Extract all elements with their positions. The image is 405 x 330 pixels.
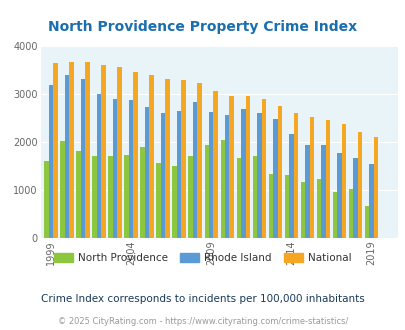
Bar bbox=[117, 68, 121, 238]
Bar bbox=[261, 99, 265, 238]
Bar bbox=[241, 109, 245, 238]
Text: North Providence Property Crime Index: North Providence Property Crime Index bbox=[48, 20, 357, 34]
Bar bbox=[101, 65, 106, 238]
Bar bbox=[108, 156, 113, 238]
Bar bbox=[300, 182, 305, 238]
Bar bbox=[165, 79, 169, 238]
Bar bbox=[213, 91, 217, 238]
Bar bbox=[44, 161, 49, 238]
Bar bbox=[224, 115, 229, 238]
Bar bbox=[252, 156, 256, 238]
Bar bbox=[309, 117, 313, 238]
Bar bbox=[236, 158, 241, 238]
Bar bbox=[268, 174, 273, 238]
Bar bbox=[113, 99, 117, 238]
Bar bbox=[256, 113, 261, 238]
Bar bbox=[181, 80, 185, 238]
Bar bbox=[352, 158, 357, 238]
Bar bbox=[220, 140, 224, 238]
Bar bbox=[149, 75, 153, 238]
Bar bbox=[192, 102, 197, 238]
Bar bbox=[60, 141, 65, 238]
Bar bbox=[316, 179, 320, 238]
Bar bbox=[97, 94, 101, 238]
Bar bbox=[336, 153, 341, 238]
Bar bbox=[92, 156, 97, 238]
Bar bbox=[156, 163, 160, 238]
Bar bbox=[188, 156, 192, 238]
Bar bbox=[128, 100, 133, 238]
Bar bbox=[325, 120, 329, 238]
Bar bbox=[245, 96, 249, 238]
Bar bbox=[277, 106, 281, 238]
Bar bbox=[348, 189, 352, 238]
Bar bbox=[273, 119, 277, 238]
Bar bbox=[85, 62, 90, 238]
Bar bbox=[204, 145, 209, 238]
Bar bbox=[177, 111, 181, 238]
Text: © 2025 CityRating.com - https://www.cityrating.com/crime-statistics/: © 2025 CityRating.com - https://www.city… bbox=[58, 317, 347, 326]
Bar bbox=[209, 112, 213, 238]
Bar bbox=[288, 134, 293, 238]
Bar bbox=[373, 137, 377, 238]
Text: Crime Index corresponds to incidents per 100,000 inhabitants: Crime Index corresponds to incidents per… bbox=[41, 294, 364, 304]
Bar bbox=[76, 151, 81, 238]
Bar bbox=[65, 75, 69, 238]
Bar bbox=[364, 206, 368, 238]
Bar bbox=[332, 192, 336, 238]
Legend: North Providence, Rhode Island, National: North Providence, Rhode Island, National bbox=[50, 248, 355, 267]
Bar bbox=[145, 107, 149, 238]
Bar bbox=[341, 124, 345, 238]
Bar bbox=[53, 63, 58, 238]
Bar bbox=[229, 96, 233, 238]
Bar bbox=[284, 175, 288, 238]
Bar bbox=[197, 83, 201, 238]
Bar bbox=[320, 145, 325, 238]
Bar bbox=[293, 113, 297, 238]
Bar bbox=[368, 164, 373, 238]
Bar bbox=[305, 145, 309, 238]
Bar bbox=[69, 62, 74, 238]
Bar bbox=[160, 113, 165, 238]
Bar bbox=[81, 79, 85, 238]
Bar bbox=[140, 147, 145, 238]
Bar bbox=[49, 85, 53, 238]
Bar bbox=[133, 72, 138, 238]
Bar bbox=[172, 166, 177, 238]
Bar bbox=[357, 132, 361, 238]
Bar bbox=[124, 155, 128, 238]
